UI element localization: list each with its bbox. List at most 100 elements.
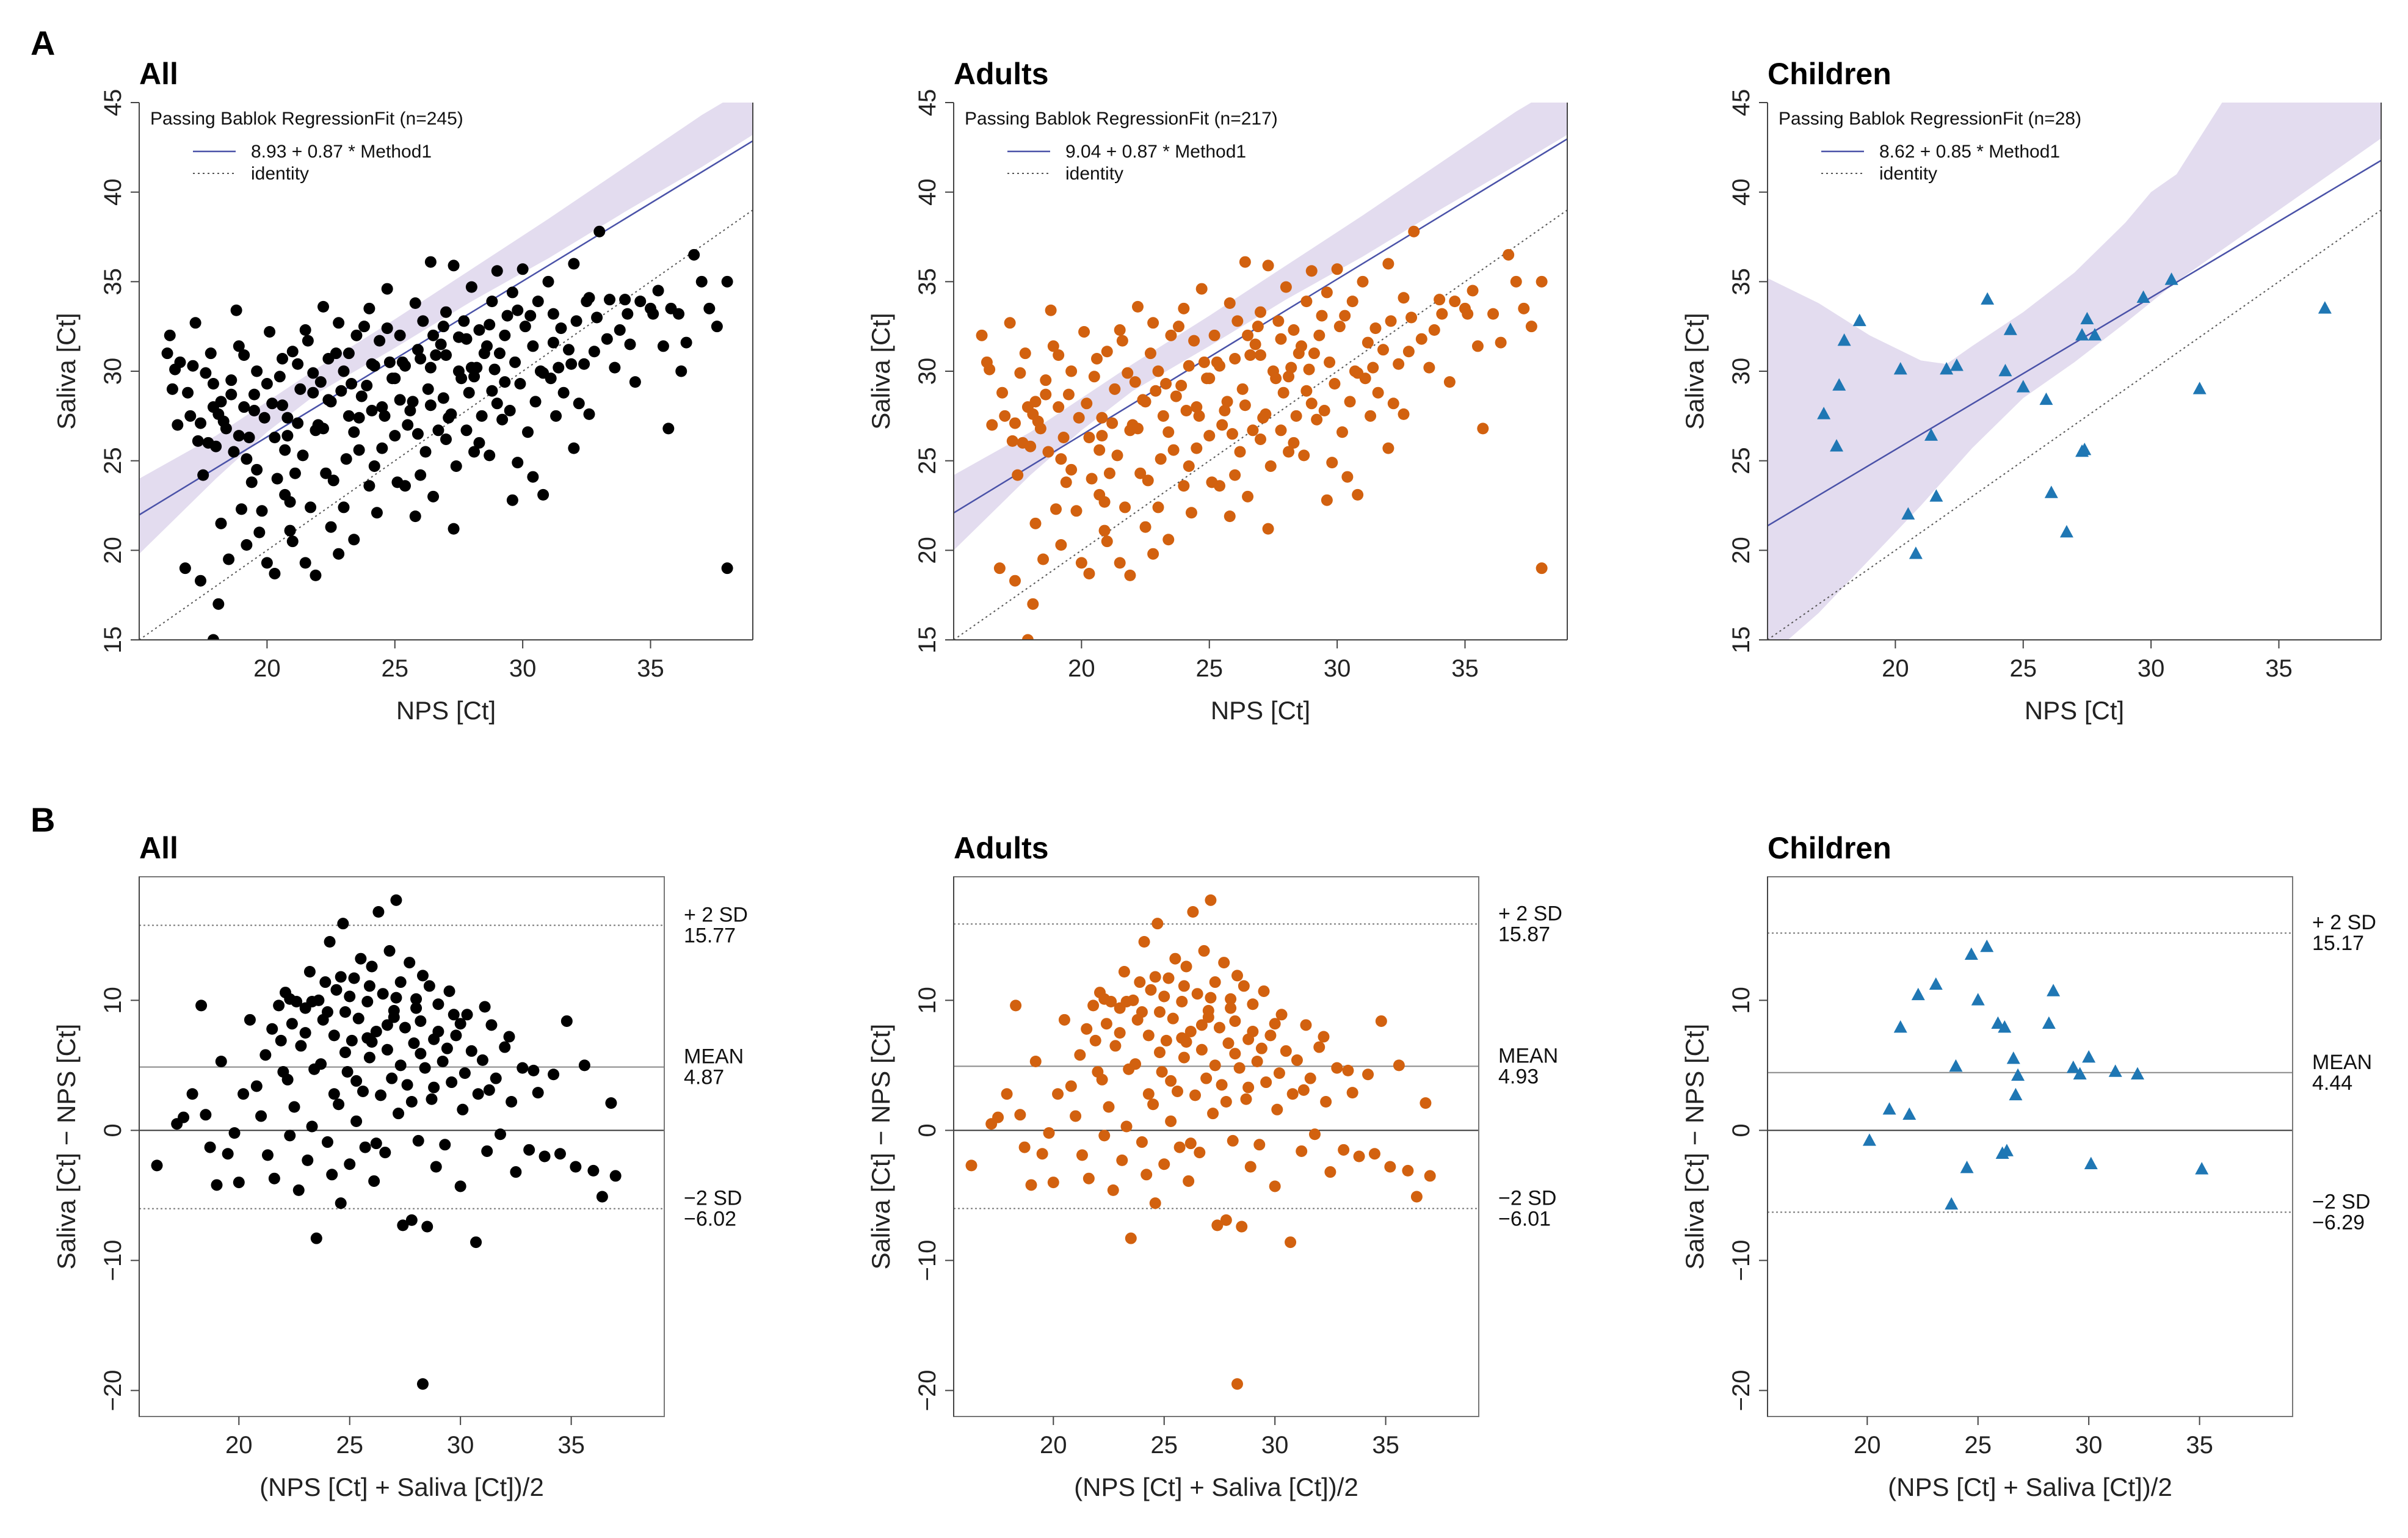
data-point	[401, 1079, 413, 1091]
data-point	[440, 433, 452, 445]
data-point	[2084, 1156, 2098, 1170]
data-point	[381, 1043, 393, 1056]
data-point	[302, 335, 314, 347]
data-point	[393, 1108, 405, 1120]
y-tick-label: 30	[914, 358, 941, 385]
plot-area	[954, 103, 1567, 640]
data-point	[1443, 376, 1456, 388]
data-point	[1283, 371, 1295, 383]
data-point	[721, 275, 733, 288]
data-point	[306, 1120, 318, 1133]
data-point	[233, 430, 245, 442]
data-point	[1193, 410, 1205, 422]
data-point	[412, 428, 424, 440]
data-point	[680, 336, 692, 349]
data-point	[1273, 1067, 1285, 1079]
data-point	[547, 308, 559, 320]
data-point	[1495, 336, 1507, 349]
data-point	[1162, 534, 1175, 546]
data-point	[324, 936, 336, 948]
data-point	[514, 378, 526, 390]
data-point	[366, 1036, 378, 1048]
data-point	[605, 1097, 617, 1109]
data-point	[1116, 335, 1128, 347]
data-point	[476, 410, 488, 422]
plot-area	[1768, 932, 2293, 1213]
data-point	[460, 424, 473, 437]
y-axis-label: Saliva [Ct] − NPS [Ct]	[866, 1024, 895, 1270]
data-points	[1862, 939, 2209, 1210]
data-point	[390, 992, 402, 1004]
data-point	[281, 430, 294, 442]
data-point	[215, 396, 227, 408]
data-point	[1242, 490, 1254, 502]
data-point	[522, 426, 534, 438]
data-point	[1173, 321, 1184, 333]
data-point	[326, 1169, 338, 1181]
data-point	[1258, 985, 1270, 997]
y-tick-label: 15	[914, 626, 941, 654]
data-point	[2082, 1050, 2096, 1063]
data-point	[1098, 1130, 1111, 1142]
data-point	[1145, 984, 1157, 996]
data-point	[1178, 480, 1190, 492]
data-point	[397, 1219, 409, 1231]
data-point	[405, 1214, 418, 1226]
data-point	[2009, 1087, 2023, 1101]
x-tick-label: 30	[1324, 655, 1351, 682]
data-point	[629, 376, 641, 388]
data-point	[1262, 259, 1274, 272]
data-point	[374, 335, 386, 347]
data-point	[1205, 992, 1217, 1004]
data-point	[2044, 485, 2058, 498]
data-point	[1362, 336, 1374, 349]
data-point	[427, 490, 440, 502]
data-point	[992, 1111, 1004, 1123]
data-point	[1029, 396, 1042, 408]
y-tick-label: 0	[1728, 1123, 1755, 1137]
data-point	[1998, 363, 2012, 377]
data-point	[1321, 494, 1333, 506]
data-point	[2003, 322, 2017, 335]
data-point	[1303, 363, 1315, 375]
data-point	[1009, 417, 1021, 429]
data-point	[578, 358, 590, 370]
data-point	[299, 324, 311, 336]
data-point	[1225, 993, 1237, 1005]
data-point	[310, 569, 322, 581]
data-point	[1025, 1179, 1037, 1191]
data-point	[1269, 1180, 1281, 1192]
x-tick-label: 25	[1196, 655, 1224, 682]
data-point	[539, 1150, 551, 1163]
data-point	[1096, 430, 1108, 442]
y-tick-label: 35	[100, 268, 126, 296]
data-point	[212, 598, 225, 610]
data-point	[338, 365, 350, 377]
data-point	[1924, 428, 1938, 441]
data-point	[1336, 426, 1348, 438]
y-tick-label: 25	[100, 447, 126, 474]
data-point	[1297, 1084, 1310, 1096]
data-point	[1078, 325, 1090, 338]
data-point	[335, 385, 347, 397]
data-point	[542, 275, 554, 288]
data-point	[363, 302, 375, 314]
data-point	[537, 488, 549, 501]
data-point	[1141, 1169, 1153, 1181]
data-point	[509, 356, 521, 368]
data-point	[1175, 379, 1188, 391]
data-point	[504, 405, 516, 417]
x-tick-label: 20	[253, 655, 281, 682]
data-point	[1255, 349, 1266, 361]
data-point	[1227, 1134, 1239, 1147]
data-point	[370, 1025, 382, 1037]
data-point	[1262, 523, 1274, 535]
data-point	[225, 388, 238, 401]
data-point	[1136, 1136, 1148, 1148]
data-point	[1169, 952, 1181, 965]
data-point	[996, 386, 1009, 399]
data-point	[2016, 380, 2030, 393]
x-axis-label: (NPS [Ct] + Saliva [Ct])/2	[1074, 1473, 1358, 1501]
data-point	[2000, 1144, 2014, 1156]
data-point	[251, 463, 263, 476]
